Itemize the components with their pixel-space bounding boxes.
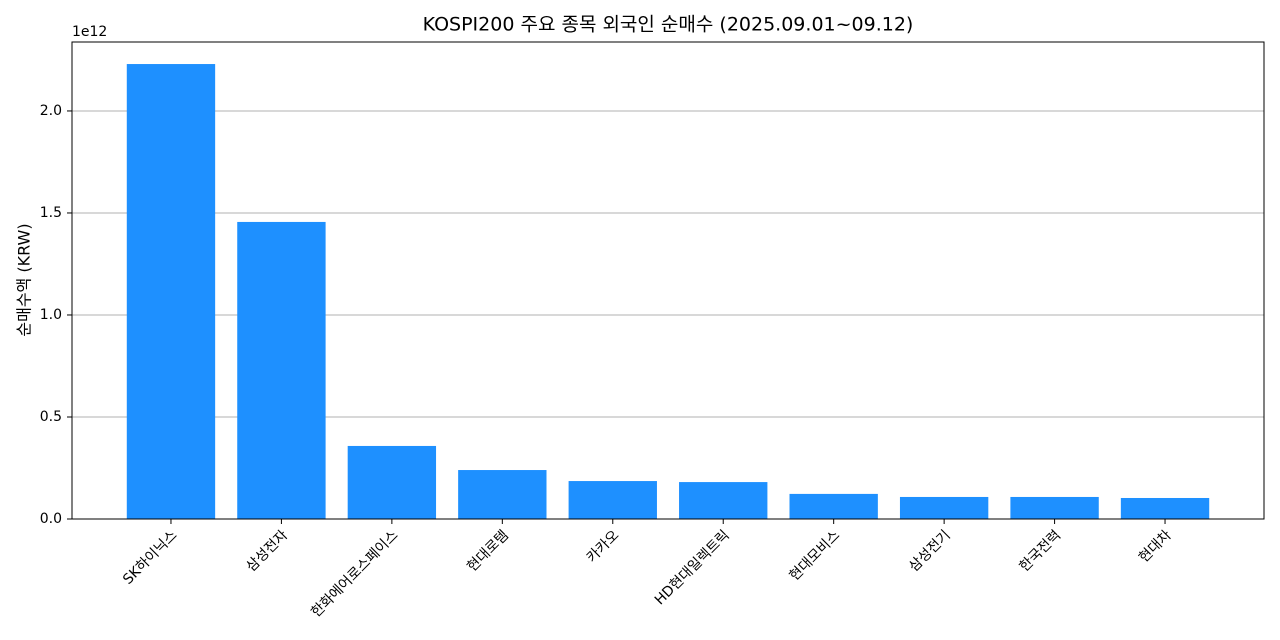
x-tick-label: 현대차 bbox=[1136, 527, 1175, 566]
y-tick-label: 0.0 bbox=[40, 511, 62, 527]
x-tick-label: 삼성전자 bbox=[243, 527, 291, 575]
y-offset-label: 1e12 bbox=[72, 24, 107, 40]
y-axis-label: 순매수액 (KRW) bbox=[15, 223, 34, 336]
x-tick-label: 카카오 bbox=[584, 527, 623, 566]
y-tick-label: 0.5 bbox=[40, 409, 62, 425]
bar bbox=[568, 481, 657, 519]
x-tick-label: 삼성전기 bbox=[906, 527, 954, 575]
bar bbox=[1120, 497, 1210, 519]
bar bbox=[1010, 496, 1099, 519]
x-tick-label: HD현대일렉트릭 bbox=[652, 527, 733, 608]
bar bbox=[237, 221, 326, 519]
y-tick-label: 2.0 bbox=[40, 103, 62, 119]
chart-title: KOSPI200 주요 종목 외국인 순매수 (2025.09.01~09.12… bbox=[423, 14, 914, 36]
bar bbox=[899, 496, 989, 519]
y-tick-label: 1.0 bbox=[40, 307, 62, 323]
bar bbox=[679, 482, 768, 519]
bar bbox=[789, 493, 878, 519]
x-tick-label: 현대모비스 bbox=[786, 527, 843, 584]
plot-frame bbox=[71, 41, 1265, 520]
y-tick-label: 1.5 bbox=[40, 205, 62, 221]
x-tick-label: 한화에어로스페이스 bbox=[308, 527, 401, 620]
x-tick-label: 현대로템 bbox=[464, 527, 512, 575]
bar bbox=[126, 64, 216, 520]
x-tick-label: 한국전력 bbox=[1016, 527, 1064, 575]
bar bbox=[347, 445, 437, 519]
x-tick-label: SK하이닉스 bbox=[120, 527, 181, 588]
bar bbox=[458, 470, 547, 519]
